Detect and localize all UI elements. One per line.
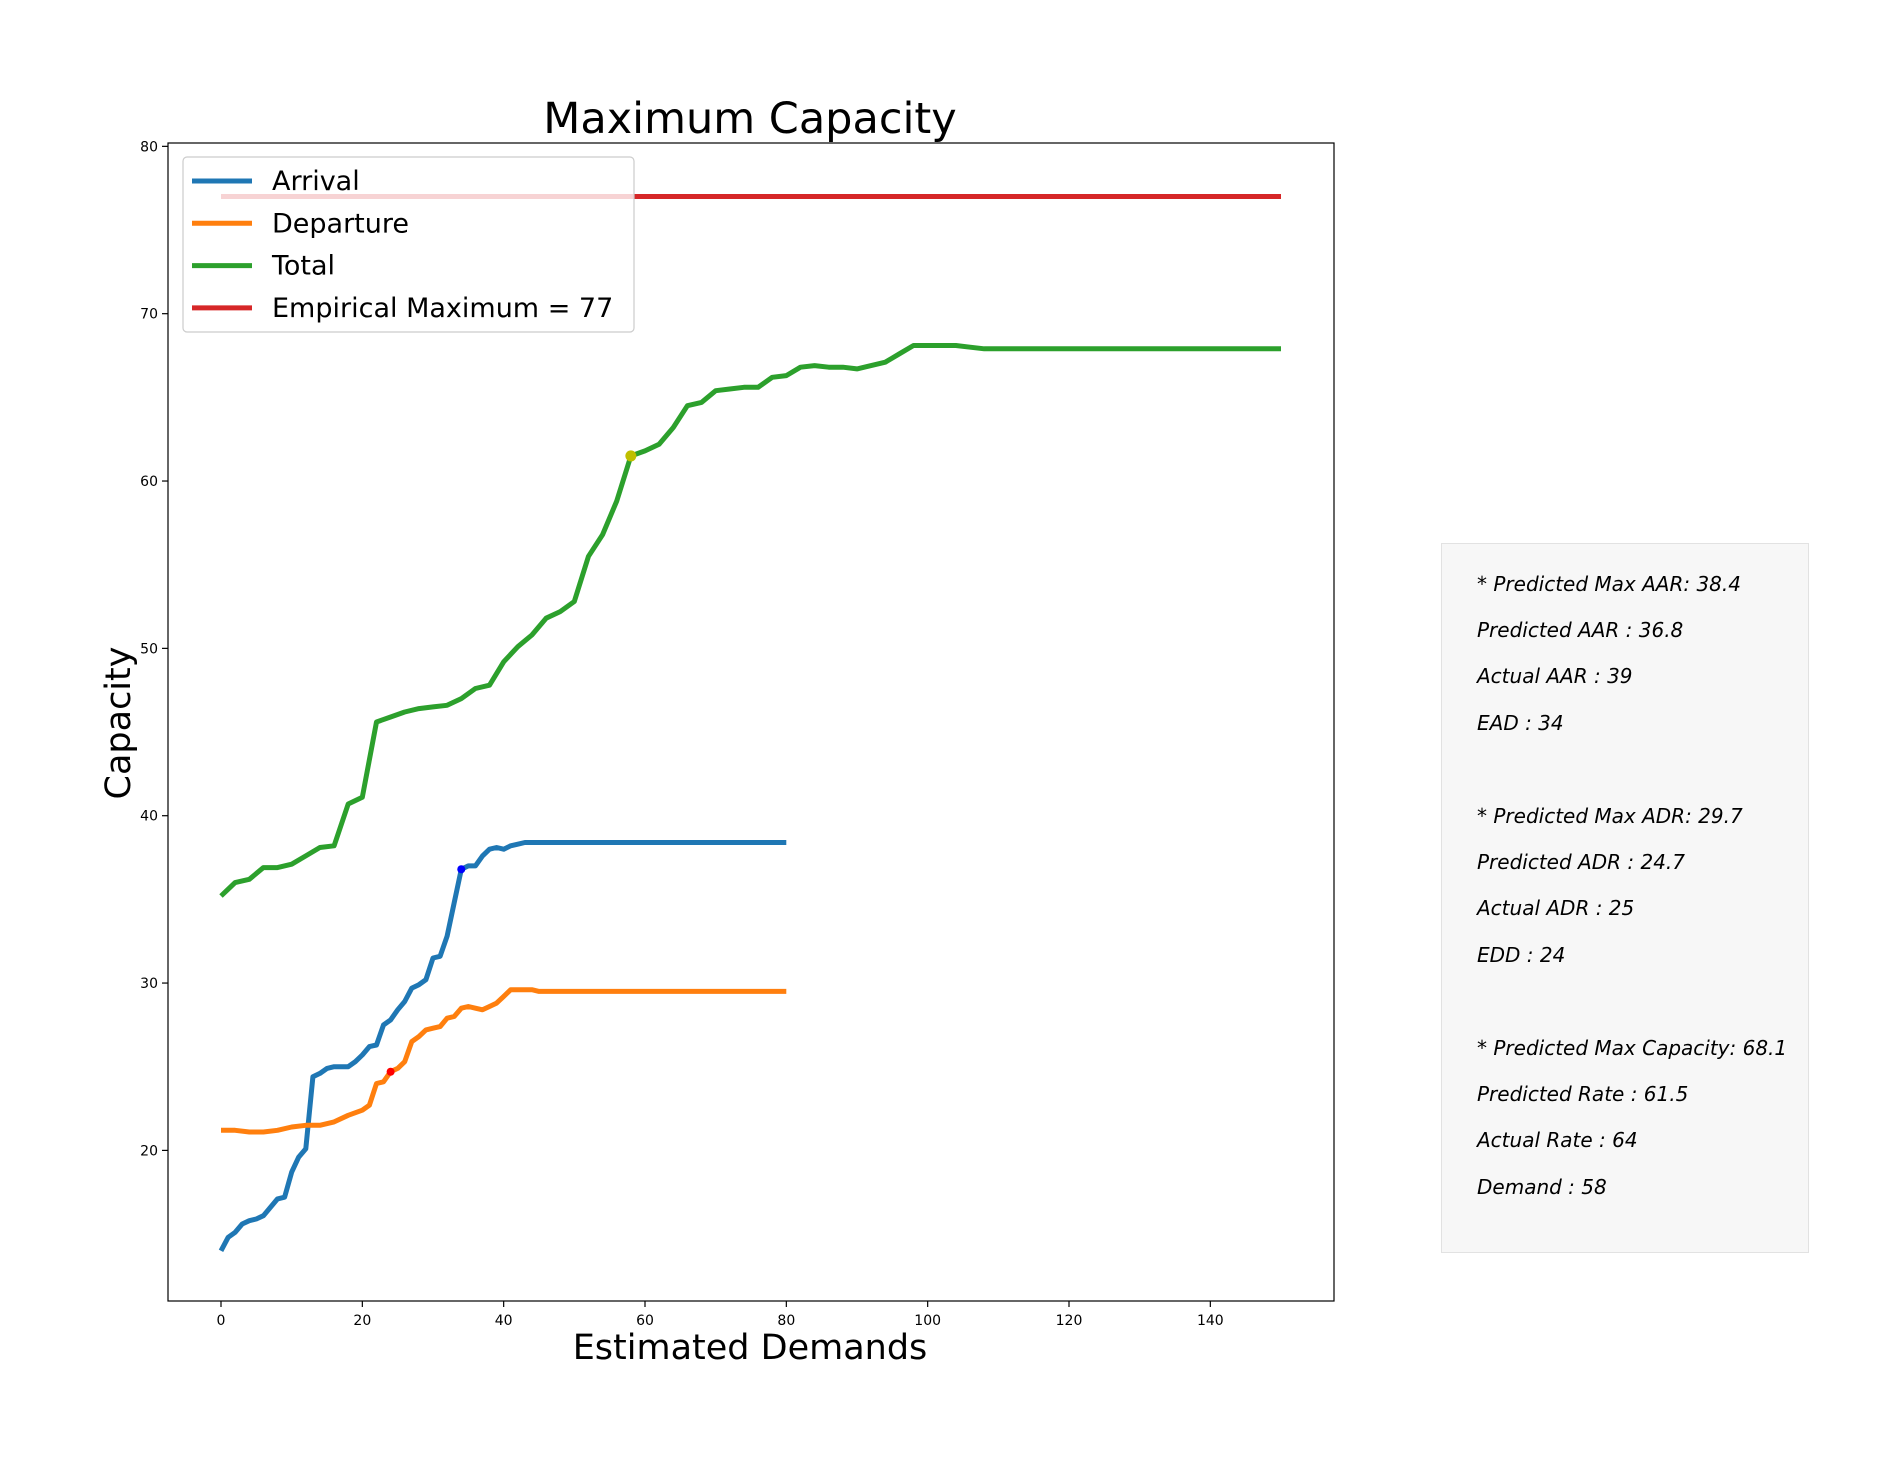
- predicted-rate-text: Predicted Rate : 61.5: [1477, 1082, 1689, 1106]
- y-tick-label: 40: [140, 809, 158, 825]
- y-axis-label: Capacity: [99, 647, 139, 800]
- legend-label-arrival: Arrival: [272, 166, 360, 197]
- y-tick-label: 80: [140, 139, 158, 155]
- actual-rate-text: Actual Rate : 64: [1477, 1128, 1638, 1152]
- plot-frame: [167, 142, 1335, 1302]
- x-tick-label: 120: [1056, 1313, 1083, 1329]
- x-tick-label: 20: [353, 1313, 371, 1329]
- y-tick-label: 60: [140, 474, 158, 490]
- predicted-adr-text: Predicted ADR : 24.7: [1477, 850, 1685, 874]
- y-axis: 20 30 40 50 60 70 80: [140, 139, 168, 1159]
- predicted-aar-text: Predicted AAR : 36.8: [1477, 618, 1684, 642]
- x-tick-label: 80: [777, 1313, 795, 1329]
- y-tick-label: 30: [140, 976, 158, 992]
- actual-adr-text: Actual ADR : 25: [1477, 896, 1635, 920]
- actual-aar-text: Actual AAR : 39: [1477, 664, 1633, 688]
- edd-text: EDD : 24: [1477, 943, 1566, 967]
- series-line-departure: [221, 987, 787, 1135]
- chart-title: Maximum Capacity: [543, 94, 956, 144]
- legend-label-total: Total: [271, 251, 335, 282]
- x-tick-label: 60: [636, 1313, 654, 1329]
- x-tick-label: 140: [1197, 1313, 1224, 1329]
- x-tick-label: 100: [914, 1313, 941, 1329]
- x-axis: 0 20 40 60 80 100 120 140: [217, 1301, 1224, 1329]
- legend: Arrival Departure Total Empirical Maximum =…: [182, 156, 635, 333]
- highlight-marker-2: [386, 1067, 395, 1076]
- y-tick-label: 50: [140, 641, 158, 657]
- x-tick-label: 40: [495, 1313, 513, 1329]
- x-tick-label: 0: [217, 1313, 226, 1329]
- y-tick-label: 20: [140, 1143, 158, 1159]
- plot-area: [218, 194, 1281, 1252]
- legend-label-departure: Departure: [272, 208, 409, 239]
- ead-text: EAD : 34: [1477, 711, 1564, 735]
- predicted-max-adr-text: * Predicted Max ADR: 29.7: [1477, 804, 1743, 828]
- highlight-marker-1: [457, 865, 466, 874]
- prediction-summary-box: * Predicted Max AAR: 38.4 Predicted AAR …: [1441, 543, 1809, 1253]
- demand-text: Demand : 58: [1477, 1175, 1607, 1199]
- legend-label-empirical-maximum-77: Empirical Maximum = 77: [272, 293, 613, 324]
- highlight-marker-3: [625, 450, 637, 462]
- series-line-arrival: [218, 840, 787, 1252]
- series-line-total: [219, 343, 1281, 898]
- predicted-max-capacity-text: * Predicted Max Capacity: 68.1: [1477, 1036, 1788, 1060]
- x-axis-label: Estimated Demands: [573, 1328, 928, 1368]
- y-tick-label: 70: [140, 307, 158, 323]
- legend-box: [182, 156, 635, 333]
- predicted-max-aar-text: * Predicted Max AAR: 38.4: [1477, 572, 1741, 596]
